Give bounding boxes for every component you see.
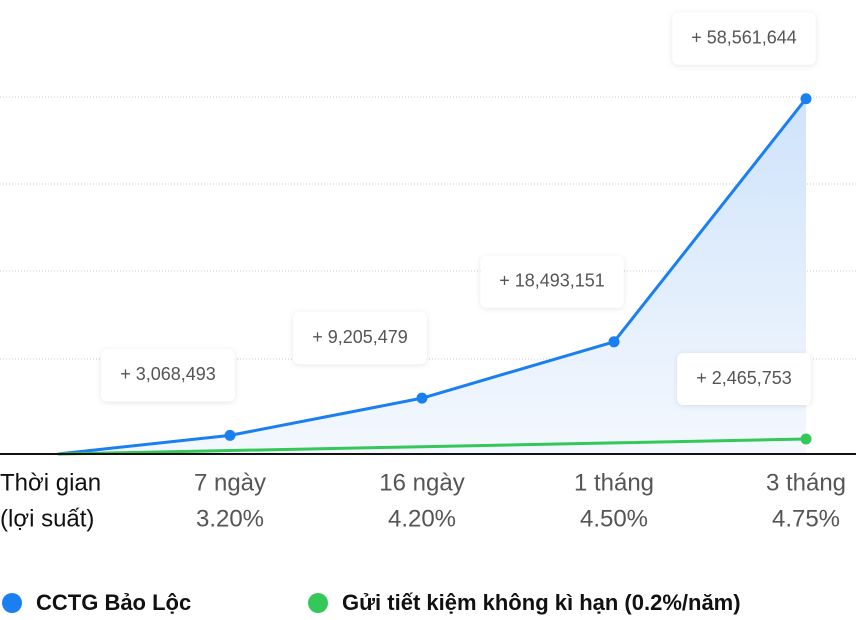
value-label-box (293, 312, 427, 365)
legend-label: CCTG Bảo Lộc (36, 590, 191, 615)
legend-swatch (2, 593, 22, 613)
series-line (57, 437, 807, 456)
data-point (224, 429, 236, 441)
value-label-box (672, 12, 816, 65)
value-label-box (480, 255, 624, 308)
value-label: + 3,068,493 (120, 364, 216, 384)
data-point (800, 93, 812, 105)
x-tick-label: 3 tháng (766, 469, 846, 496)
value-label: + 18,493,151 (499, 271, 605, 291)
x-tick-sublabel: 4.50% (580, 505, 648, 532)
value-label: + 2,465,753 (696, 368, 792, 388)
x-tick-label: 16 ngày (379, 469, 464, 496)
legend-swatch (308, 593, 328, 613)
x-tick-sublabel: 4.20% (388, 505, 456, 532)
x-tick-sublabel: 4.75% (772, 505, 840, 532)
x-tick-label: 7 ngày (194, 469, 266, 496)
legend-label: Gửi tiết kiệm không kì hạn (0.2%/năm) (342, 590, 741, 615)
data-point (608, 336, 620, 348)
x-tick-label: 1 tháng (574, 469, 654, 496)
area (58, 98, 806, 455)
plot: + 3,068,493 + 9,205,479 + 18,493,151 + 58,5… (57, 12, 816, 456)
data-point (800, 433, 812, 445)
x-axis-label: Thời gian (0, 469, 101, 496)
value-label: + 58,561,644 (691, 27, 797, 47)
x-tick-sublabel: 3.20% (196, 505, 264, 532)
x-axis-sublabel: (lợi suất) (0, 505, 94, 532)
value-label-box (677, 353, 811, 406)
value-label-box (101, 349, 235, 402)
data-point (416, 392, 428, 404)
value-label: + 9,205,479 (312, 327, 408, 347)
